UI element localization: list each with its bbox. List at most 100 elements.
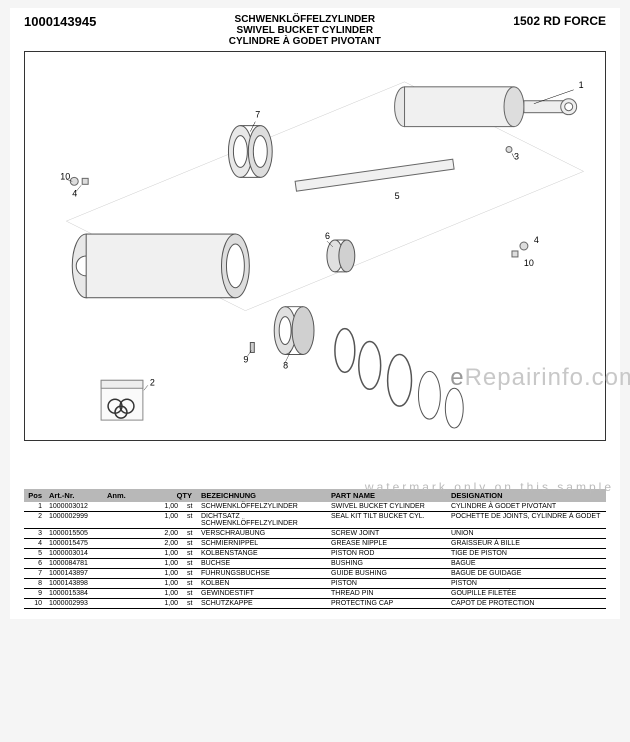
- callout-6: 6: [325, 231, 330, 241]
- cell-en: BUSHING: [328, 559, 448, 569]
- cell-de: SCHMIERNIPPEL: [198, 539, 328, 549]
- cell-unit: st: [184, 559, 198, 569]
- watermark-main: eRepairinfo.com: [450, 364, 630, 392]
- cell-anm: [104, 589, 146, 599]
- cell-unit: st: [184, 549, 198, 559]
- cell-de: SCHUTZKAPPE: [198, 599, 328, 609]
- cell-fr: PISTON: [448, 579, 606, 589]
- col-header-anm: Anm.: [104, 489, 146, 502]
- title-de: SCHWENKLÖFFELZYLINDER: [96, 14, 513, 25]
- table-row: 510000030141,00stKOLBENSTANGEPISTON RODT…: [24, 549, 606, 559]
- parts-table: Pos Art.-Nr. Anm. QTY BEZEICHNUNG PART N…: [24, 489, 606, 609]
- cell-en: GUIDE BUSHING: [328, 569, 448, 579]
- cell-de: FÜHRUNGSBUCHSE: [198, 569, 328, 579]
- col-header-art: Art.-Nr.: [46, 489, 104, 502]
- cell-qty: 1,00: [146, 559, 184, 569]
- table-body: 110000030121,00stSCHWENKLÖFFELZYLINDERSW…: [24, 502, 606, 609]
- cell-art: 1000015475: [46, 539, 104, 549]
- cell-anm: [104, 502, 146, 512]
- callout-10-right: 10: [524, 258, 534, 268]
- cell-qty: 1,00: [146, 549, 184, 559]
- cell-unit: st: [184, 529, 198, 539]
- cell-pos: 2: [24, 512, 46, 529]
- cell-fr: BAGUE: [448, 559, 606, 569]
- callout-3: 3: [514, 151, 519, 161]
- cell-anm: [104, 579, 146, 589]
- cell-pos: 3: [24, 529, 46, 539]
- cell-art: 1000003012: [46, 502, 104, 512]
- cell-unit: st: [184, 569, 198, 579]
- cell-pos: 1: [24, 502, 46, 512]
- callout-5: 5: [395, 191, 400, 201]
- table-row: 910000153841,00stGEWINDESTIFTTHREAD PING…: [24, 589, 606, 599]
- cell-unit: st: [184, 599, 198, 609]
- model-label: 1502 RD FORCE: [513, 14, 606, 28]
- table-row: 210000029991,00stDICHTSATZ SCHWENKLÖFFEL…: [24, 512, 606, 529]
- cell-anm: [104, 512, 146, 529]
- callout-8: 8: [283, 360, 288, 370]
- cell-fr: GRAISSEUR À BILLE: [448, 539, 606, 549]
- table-row: 41000015475 2,00stSCHMIERNIPPELGREASE NIP…: [24, 539, 606, 549]
- cell-fr: CYLINDRE À GODET PIVOTANT: [448, 502, 606, 512]
- cell-unit: st: [184, 579, 198, 589]
- cell-fr: BAGUE DE GUIDAGE: [448, 569, 606, 579]
- cell-pos: 6: [24, 559, 46, 569]
- callout-2: 2: [150, 377, 155, 387]
- cell-en: THREAD PIN: [328, 589, 448, 599]
- cell-en: SEAL KIT TILT BUCKET CYL.: [328, 512, 448, 529]
- watermark-body: Repairinfo.com: [465, 364, 630, 391]
- cell-de: SCHWENKLÖFFELZYLINDER: [198, 502, 328, 512]
- cell-en: GREASE NIPPLE: [328, 539, 448, 549]
- table-row: 310000155052,00stVERSCHRAUBUNGSCREW JOIN…: [24, 529, 606, 539]
- cell-anm: [104, 599, 146, 609]
- callout-10-left: 10: [60, 171, 70, 181]
- callout-4-right: 4: [534, 235, 539, 245]
- cell-fr: GOUPILLE FILETÉE: [448, 589, 606, 599]
- cell-de: BUCHSE: [198, 559, 328, 569]
- cell-art: 1000015384: [46, 589, 104, 599]
- cell-anm: [104, 539, 146, 549]
- cell-qty: 1,00: [146, 579, 184, 589]
- cell-de: GEWINDESTIFT: [198, 589, 328, 599]
- cell-art: 1000002999: [46, 512, 104, 529]
- cell-anm: [104, 529, 146, 539]
- table-row: 61000084781 1,00stBUCHSEBUSHINGBAGUE: [24, 559, 606, 569]
- cell-unit: st: [184, 589, 198, 599]
- col-header-pos: Pos: [24, 489, 46, 502]
- title-en: SWIVEL BUCKET CYLINDER: [96, 25, 513, 36]
- cell-pos: 5: [24, 549, 46, 559]
- cell-fr: TIGE DE PISTON: [448, 549, 606, 559]
- cell-qty: 1,00: [146, 512, 184, 529]
- callout-1: 1: [579, 80, 584, 90]
- cell-qty: 2,00: [146, 539, 184, 549]
- cell-qty: 1,00: [146, 569, 184, 579]
- callout-4-left: 4: [72, 188, 77, 198]
- cell-art: 1000143897: [46, 569, 104, 579]
- cell-unit: st: [184, 512, 198, 529]
- cell-fr: UNION: [448, 529, 606, 539]
- cell-pos: 4: [24, 539, 46, 549]
- cell-fr: POCHETTE DE JOINTS, CYLINDRE À GODET: [448, 512, 606, 529]
- cell-unit: st: [184, 502, 198, 512]
- cell-art: 1000015505: [46, 529, 104, 539]
- cell-pos: 10: [24, 599, 46, 609]
- watermark-sub: watermark only on this sample: [365, 480, 614, 494]
- cell-en: PISTON ROD: [328, 549, 448, 559]
- page: 1000143945 SCHWENKLÖFFELZYLINDER SWIVEL …: [10, 8, 620, 619]
- title-block: SCHWENKLÖFFELZYLINDER SWIVEL BUCKET CYLI…: [96, 14, 513, 47]
- cell-en: PISTON: [328, 579, 448, 589]
- part-number: 1000143945: [24, 14, 96, 29]
- cell-pos: 8: [24, 579, 46, 589]
- page-header: 1000143945 SCHWENKLÖFFELZYLINDER SWIVEL …: [24, 14, 606, 47]
- col-header-qty: QTY: [146, 489, 198, 502]
- cell-unit: st: [184, 539, 198, 549]
- cell-qty: 1,00: [146, 502, 184, 512]
- cell-art: 1000084781: [46, 559, 104, 569]
- callout-7: 7: [255, 110, 260, 120]
- cell-anm: [104, 569, 146, 579]
- cell-qty: 2,00: [146, 529, 184, 539]
- cell-en: SCREW JOINT: [328, 529, 448, 539]
- table-row: 110000030121,00stSCHWENKLÖFFELZYLINDERSW…: [24, 502, 606, 512]
- cell-pos: 9: [24, 589, 46, 599]
- cell-qty: 1,00: [146, 599, 184, 609]
